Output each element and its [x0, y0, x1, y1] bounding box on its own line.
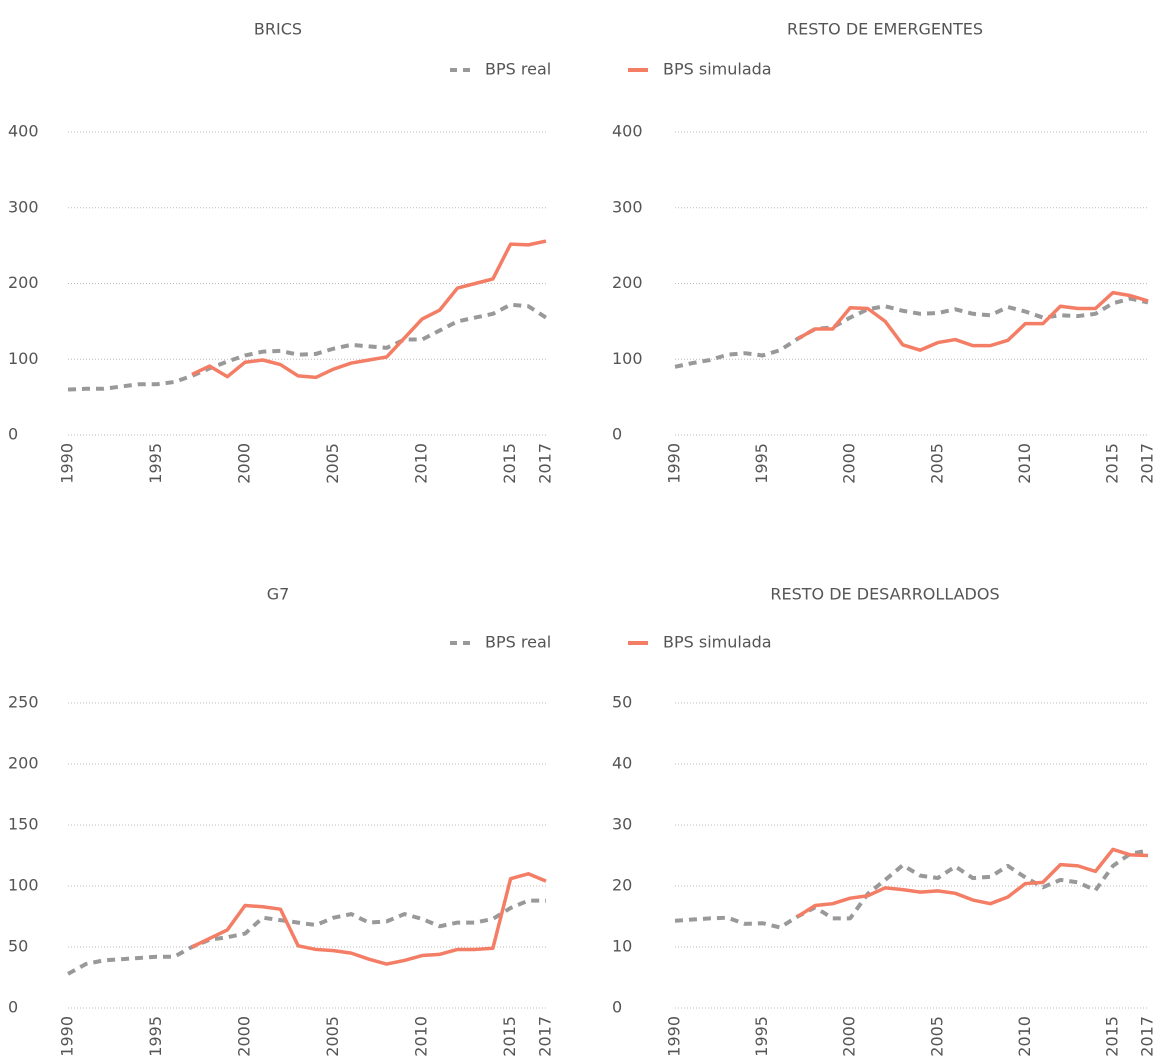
- x-tick-label: 1995: [752, 1016, 771, 1056]
- y-tick-label: 0: [8, 425, 18, 444]
- y-tick-label: 250: [8, 693, 39, 712]
- y-tick-label: 0: [612, 998, 622, 1017]
- y-tick-label: 200: [8, 273, 39, 292]
- series-line: [191, 872, 547, 966]
- y-tick-label: 40: [612, 754, 632, 773]
- x-tick-label: 2015: [1102, 443, 1121, 484]
- y-tick-label: 100: [612, 349, 643, 368]
- series-line: [674, 296, 1149, 369]
- series-line: [796, 290, 1149, 352]
- x-tick-label: 1995: [146, 443, 165, 484]
- x-tick-label: 1990: [665, 443, 684, 484]
- x-tick-label: 2005: [323, 1016, 342, 1056]
- y-tick-label: 200: [612, 273, 643, 292]
- y-tick-label: 100: [8, 876, 39, 895]
- x-tick-label: 2015: [1102, 1016, 1121, 1056]
- x-tick-label: 2015: [500, 443, 519, 484]
- y-tick-label: 400: [8, 122, 39, 141]
- x-tick-label: 2017: [1138, 1016, 1157, 1056]
- series-line: [796, 847, 1149, 918]
- chart-title: RESTO DE DESARROLLADOS: [770, 585, 999, 604]
- series-line: [674, 848, 1149, 930]
- y-tick-label: 300: [612, 197, 643, 216]
- x-tick-label: 2017: [536, 1016, 555, 1056]
- x-tick-label: 2010: [412, 443, 431, 484]
- legend-label: BPS real: [485, 60, 551, 79]
- x-tick-label: 1995: [752, 443, 771, 484]
- y-tick-label: 50: [8, 937, 28, 956]
- y-tick-label: 10: [612, 937, 632, 956]
- y-tick-label: 20: [612, 876, 632, 895]
- x-tick-label: 2005: [927, 1016, 946, 1056]
- y-tick-label: 50: [612, 693, 632, 712]
- x-tick-label: 2015: [500, 1016, 519, 1056]
- x-tick-label: 2000: [840, 443, 859, 484]
- chart-title: RESTO DE EMERGENTES: [787, 20, 983, 39]
- x-tick-label: 2005: [323, 443, 342, 484]
- legend-label: BPS simulada: [663, 633, 772, 652]
- x-tick-label: 1995: [146, 1016, 165, 1056]
- x-tick-label: 2010: [412, 1016, 431, 1056]
- x-tick-label: 2000: [235, 1016, 254, 1056]
- y-tick-label: 0: [612, 425, 622, 444]
- x-tick-label: 1990: [58, 1016, 77, 1056]
- y-tick-label: 0: [8, 998, 18, 1017]
- y-tick-label: 400: [612, 122, 643, 141]
- series-line: [67, 302, 548, 392]
- x-tick-label: 2010: [1015, 1016, 1034, 1056]
- x-tick-label: 2000: [235, 443, 254, 484]
- chart-title: G7: [267, 585, 290, 604]
- legend-label: BPS simulada: [663, 60, 772, 79]
- y-tick-label: 100: [8, 349, 39, 368]
- x-tick-label: 2010: [1015, 443, 1034, 484]
- chart-title: BRICS: [254, 20, 302, 39]
- series-line: [67, 898, 546, 976]
- x-tick-label: 1990: [665, 1016, 684, 1056]
- x-tick-label: 1990: [58, 443, 77, 484]
- legend-label: BPS real: [485, 633, 551, 652]
- y-tick-label: 150: [8, 815, 39, 834]
- series-line: [191, 239, 547, 380]
- y-tick-label: 300: [8, 197, 39, 216]
- x-tick-label: 2000: [840, 1016, 859, 1056]
- x-tick-label: 2017: [1138, 443, 1157, 484]
- x-tick-label: 2017: [536, 443, 555, 484]
- x-tick-label: 2005: [927, 443, 946, 484]
- y-tick-label: 200: [8, 754, 39, 773]
- y-tick-label: 30: [612, 815, 632, 834]
